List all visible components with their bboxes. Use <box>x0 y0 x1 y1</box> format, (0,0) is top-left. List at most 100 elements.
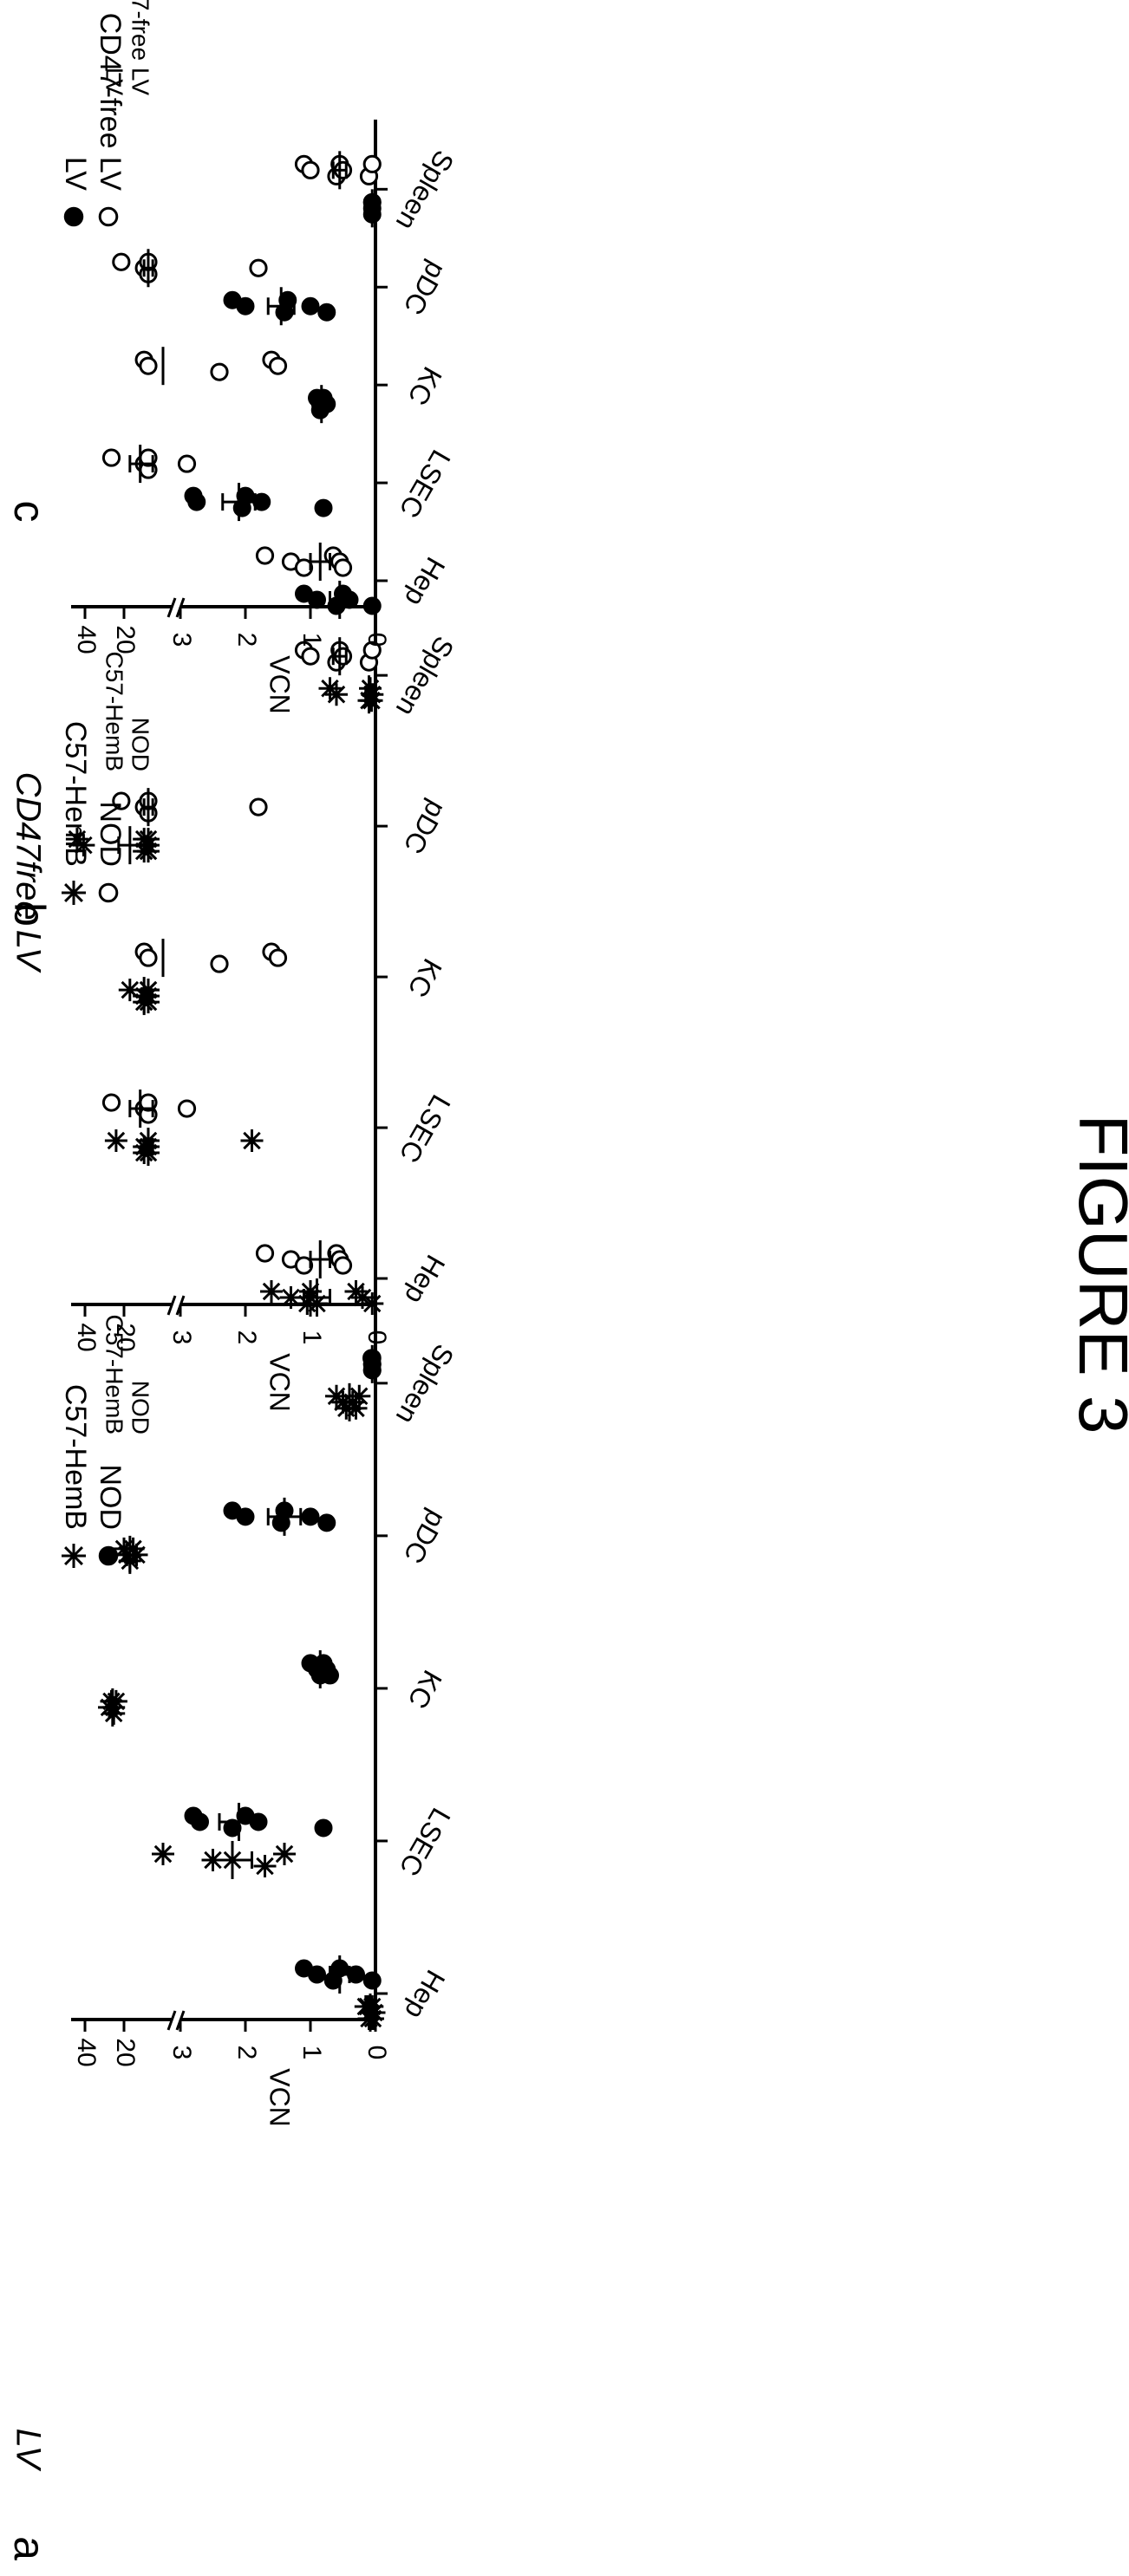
value-tick-label: 2 <box>232 1330 261 1345</box>
data-point-filled-circle <box>278 290 297 309</box>
axis-break-mark <box>166 1295 177 1316</box>
data-point-open-circle <box>101 448 121 467</box>
category-label: LSEC <box>394 445 457 523</box>
data-point-filled-circle <box>308 1965 326 1984</box>
data-point-star <box>272 1843 297 1865</box>
data-point-star <box>72 834 95 857</box>
category-label: Hep <box>399 552 452 612</box>
category-label: KC <box>402 1665 448 1714</box>
category-label: pDC <box>398 1505 453 1568</box>
value-tick-label: 1 <box>297 2046 326 2060</box>
data-point-star <box>335 1396 358 1420</box>
data-point-filled-circle <box>362 596 382 615</box>
data-point-open-circle <box>139 948 158 967</box>
legend-label: CD47-free LV <box>94 13 127 192</box>
data-point-filled-circle <box>301 296 320 315</box>
category-label: Hep <box>399 1965 452 2025</box>
value-tick-label: 0 <box>362 633 391 647</box>
axis-break-mark <box>166 2010 177 2031</box>
legend-overlap-label: NOD <box>127 718 154 771</box>
value-tick-label: 3 <box>167 1330 196 1345</box>
category-label: KC <box>402 361 448 410</box>
legend-label: C57-HemB <box>59 721 92 867</box>
value-tick-label: 3 <box>167 2046 196 2060</box>
legend-overlap-label: C57-HemB <box>101 652 128 771</box>
data-point-filled-circle <box>236 296 255 315</box>
legend-marker-star <box>62 1544 86 1568</box>
data-point-open-circle <box>301 160 320 179</box>
legend-overlap-label: CD47-free LV <box>127 0 154 95</box>
category-label: LSEC <box>394 1803 457 1881</box>
data-point-open-circle <box>112 252 131 271</box>
data-point-filled-circle <box>191 1812 209 1831</box>
data-point-filled-circle <box>317 1513 336 1532</box>
value-tick-label: 20 <box>111 2038 140 2066</box>
data-point-filled-circle <box>314 1818 333 1838</box>
value-tick-label: 40 <box>72 2038 101 2066</box>
legend-marker-star <box>62 881 86 905</box>
panel-a: 0 1 2 3 20 40 VCN Hep LSEC KC pDC Spleen a LV C57-HemB… <box>5 1270 460 2560</box>
figure-label: FIGURE 3 <box>1065 1115 1129 1434</box>
data-point-filled-circle <box>301 1507 320 1526</box>
data-point-star <box>104 1129 127 1153</box>
data-point-open-circle <box>294 558 314 577</box>
data-point-star <box>253 1855 277 1877</box>
data-point-open-circle <box>255 546 275 565</box>
data-point-star <box>240 1129 264 1152</box>
data-point-filled-circle <box>317 302 336 322</box>
legend-marker-filled-circle <box>98 1545 119 1566</box>
panel-title: CD47free LV <box>9 771 47 973</box>
axis-break-mark <box>166 597 177 618</box>
data-point-open-circle <box>210 362 229 381</box>
value-axis-label: VCN <box>264 1353 296 1412</box>
data-point-filled-circle <box>362 1971 382 1990</box>
panel-letter: a <box>5 2536 54 2560</box>
category-label: KC <box>402 953 448 1002</box>
data-point-filled-circle <box>236 1507 255 1526</box>
data-point-open-circle <box>268 948 288 967</box>
data-point-filled-circle <box>308 590 326 609</box>
data-point-open-circle <box>362 154 382 173</box>
value-tick-label: 0 <box>362 1330 391 1345</box>
value-axis-label: VCN <box>264 2068 296 2127</box>
value-tick-label: 40 <box>72 625 101 654</box>
panel-letter: c <box>5 501 54 523</box>
category-label: Spleen <box>390 1339 460 1429</box>
data-point-star <box>151 1843 175 1865</box>
value-tick-label: 20 <box>111 1323 140 1351</box>
category-label: Hep <box>399 1250 452 1310</box>
value-tick-label: 20 <box>111 625 140 654</box>
value-tick-label: 2 <box>232 2046 261 2060</box>
value-tick-label: 3 <box>167 633 196 647</box>
data-point-open-circle <box>249 797 268 816</box>
data-point-star <box>136 828 160 851</box>
value-tick-label: 1 <box>297 1330 326 1345</box>
legend-marker-filled-circle <box>63 206 84 227</box>
data-point-open-circle <box>210 954 229 973</box>
data-point-open-circle <box>294 1256 314 1275</box>
data-point-open-circle <box>362 641 382 660</box>
data-point-star <box>260 1280 283 1303</box>
panel-title: LV <box>9 2429 47 2472</box>
data-point-star <box>324 683 349 706</box>
category-label: Spleen <box>390 631 460 721</box>
data-point-filled-circle <box>223 1818 242 1838</box>
legend-marker-open-circle <box>98 882 119 903</box>
value-axis-label: VCN <box>264 655 296 714</box>
data-point-open-circle <box>333 558 353 577</box>
data-point-open-circle <box>249 258 268 277</box>
data-point-open-circle <box>301 647 320 666</box>
panel-letter: b <box>5 902 54 927</box>
legend-label: LV <box>59 157 92 191</box>
legend-label: C57-HemB <box>59 1384 92 1530</box>
data-point-star <box>118 979 141 1002</box>
category-label: pDC <box>398 796 453 859</box>
value-tick-label: 1 <box>297 633 326 647</box>
data-point-star <box>279 1286 303 1309</box>
value-tick-label: 2 <box>232 633 261 647</box>
legend-overlap-label: NOD <box>127 1381 154 1434</box>
data-point-open-circle <box>101 1093 121 1112</box>
